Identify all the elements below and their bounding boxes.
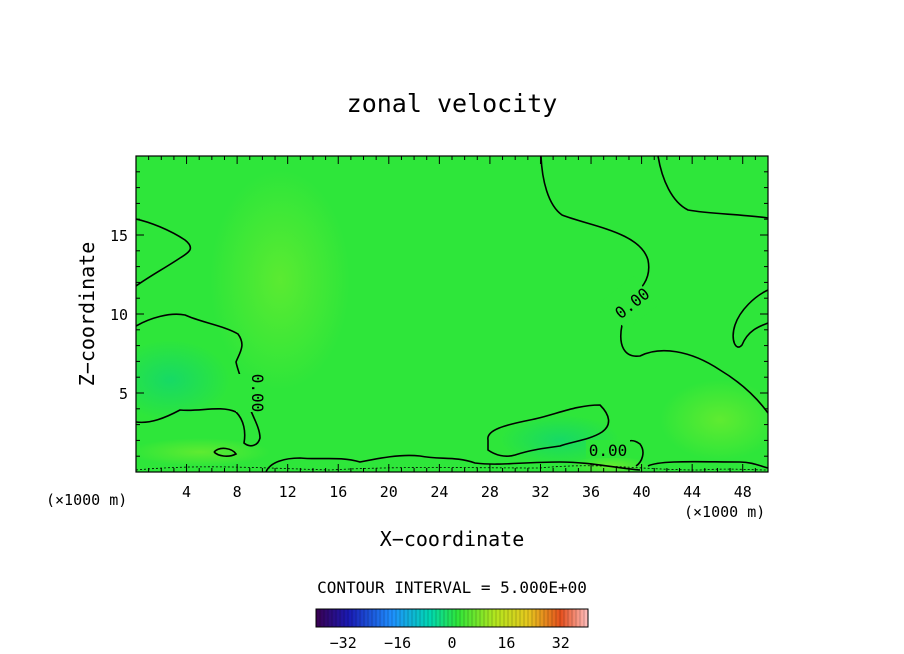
colorbar: −32 −16 0 16 32 — [315, 608, 589, 652]
x-axis: 4 8 12 16 20 24 28 32 36 40 44 48 — [148, 156, 756, 501]
field-patch-positive — [210, 170, 350, 390]
colorbar-tick-label: 0 — [447, 634, 456, 652]
x-units-left: (×1000 m) — [46, 491, 127, 509]
y-tick-label: 5 — [119, 385, 128, 403]
plot-area: 0.00 0.00 0.00 — [136, 156, 768, 472]
field-patch-negative — [136, 340, 230, 420]
contour-line — [213, 447, 238, 457]
x-tick-label: 4 — [182, 483, 191, 501]
contour-line — [657, 156, 768, 219]
x-tick-label: 32 — [531, 483, 549, 501]
colorbar-labels: −32 −16 0 16 32 — [330, 634, 570, 652]
y-tick-label: 15 — [110, 227, 128, 245]
field-patch-positive — [136, 438, 270, 466]
x-axis-label: X−coordinate — [380, 527, 525, 551]
colorbar-tick-label: −32 — [330, 634, 357, 652]
contour-line — [136, 218, 192, 287]
contour-line — [487, 404, 610, 457]
x-tick-label: 12 — [279, 483, 297, 501]
contour-line — [136, 465, 768, 471]
contour-label: 0.00 — [248, 374, 267, 413]
contour-lines — [136, 156, 768, 472]
x-tick-label: 44 — [683, 483, 701, 501]
x-tick-label: 28 — [481, 483, 499, 501]
colorbar-divisions — [319, 609, 585, 627]
colorbar-tick-label: −16 — [384, 634, 411, 652]
contour-line — [265, 454, 641, 472]
contour-line — [136, 313, 261, 447]
contour-line — [620, 324, 768, 414]
contour-line — [732, 289, 768, 348]
y-tick-label: 10 — [110, 306, 128, 324]
x-tick-label: 48 — [734, 483, 752, 501]
x-tick-label: 36 — [582, 483, 600, 501]
chart-title: zonal velocity — [347, 89, 558, 118]
x-tick-label: 20 — [380, 483, 398, 501]
colorbar-tick-label: 16 — [497, 634, 515, 652]
x-tick-label: 40 — [633, 483, 651, 501]
x-tick-label: 16 — [329, 483, 347, 501]
y-axis-label: Z−coordinate — [75, 242, 99, 387]
contour-interval-text: CONTOUR INTERVAL = 5.000E+00 — [317, 578, 587, 597]
contour-line — [647, 460, 768, 469]
field-patch-positive — [570, 456, 650, 472]
x-tick-label: 8 — [233, 483, 242, 501]
y-axis: 5 10 15 — [110, 171, 768, 457]
contour-label: 0.00 — [589, 441, 628, 460]
colorbar-tick-label: 32 — [552, 634, 570, 652]
x-units-right: (×1000 m) — [684, 503, 765, 521]
colorbar-gradient — [315, 608, 589, 628]
contour-line — [540, 156, 650, 301]
field-patch-positive — [660, 380, 768, 460]
x-tick-label: 24 — [430, 483, 448, 501]
